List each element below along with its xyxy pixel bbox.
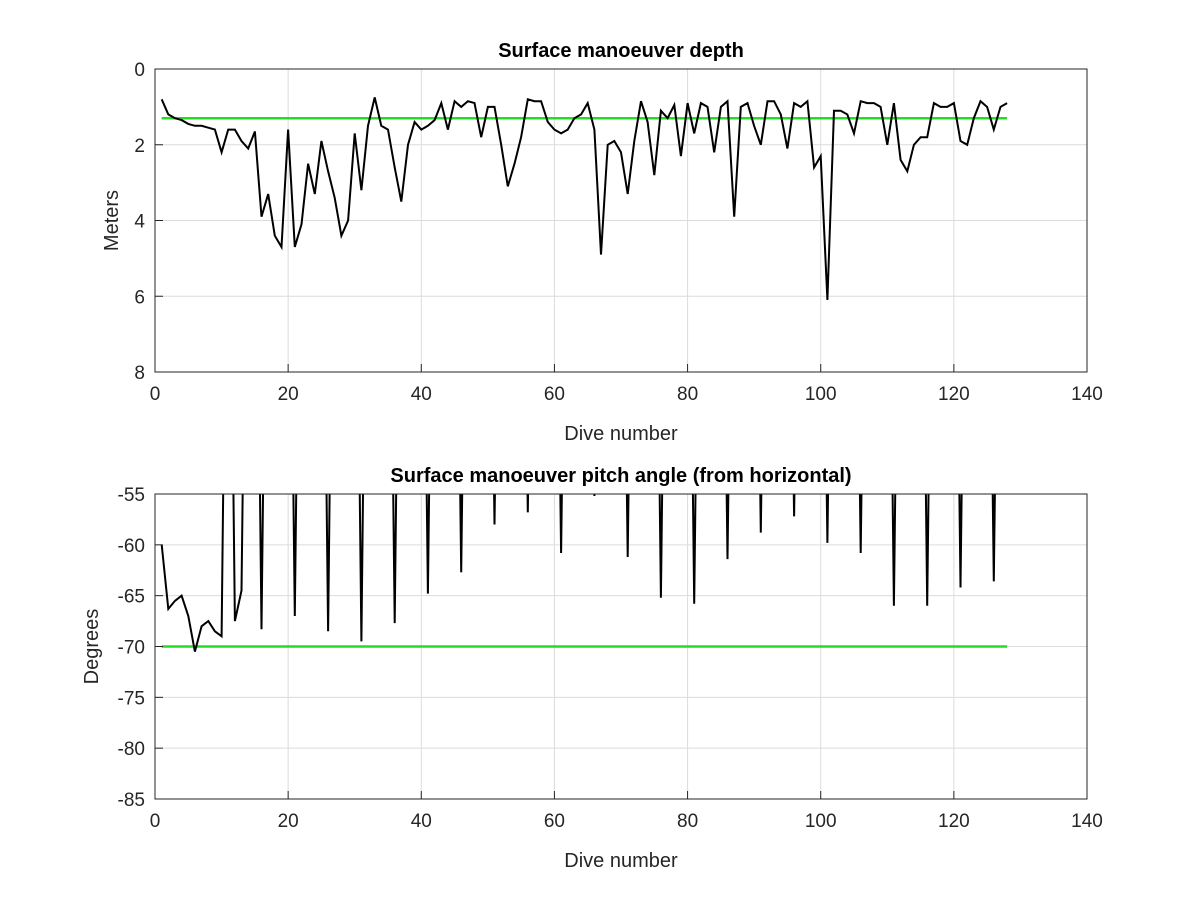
depth-y-tick-label: 8	[134, 363, 145, 384]
depth-x-tick-label: 140	[1071, 384, 1103, 405]
pitch-x-tick-label: 140	[1071, 811, 1103, 832]
depth-x-tick-label: 100	[805, 384, 837, 405]
depth-y-axis-label: Meters	[101, 190, 123, 251]
pitch-x-tick-label: 20	[278, 811, 299, 832]
pitch-y-tick-label: -80	[118, 739, 145, 760]
depth-y-tick-label: 4	[134, 212, 145, 233]
depth-series	[160, 97, 1008, 301]
depth-chart-title: Surface manoeuver depth	[498, 40, 744, 62]
pitch-x-tick-label: 80	[677, 811, 698, 832]
depth-y-tick-label: 6	[134, 287, 145, 308]
depth-x-tick-label: 0	[150, 384, 161, 405]
depth-y-tick-label: 0	[134, 60, 145, 81]
pitch-y-tick-label: -70	[118, 638, 145, 659]
pitch-x-tick-label: 120	[938, 811, 970, 832]
depth-axes: 0 20 40 60 80 100 120 140 0 2 4 6 8 Surface manoeuve…	[101, 40, 1103, 445]
depth-x-axis-label: Dive number	[564, 423, 678, 445]
pitch-y-tick-label: -65	[118, 587, 145, 608]
pitch-y-tick-label: -55	[118, 485, 145, 506]
depth-x-tick-label: 40	[411, 384, 432, 405]
depth-x-tick-label: 120	[938, 384, 970, 405]
pitch-x-tick-label: 40	[411, 811, 432, 832]
depth-grid	[154, 68, 1088, 373]
pitch-x-tick-label: 0	[150, 811, 161, 832]
pitch-chart-title: Surface manoeuver pitch angle (from hori…	[390, 465, 851, 487]
pitch-axes: 0 20 40 60 80 100 120 140-55-60-65-70-75-80-85 …	[81, 465, 1103, 872]
depth-ticks: 0 20 40 60 80 100 120 140 0 2 4 6 8	[134, 60, 1102, 405]
pitch-x-tick-label: 100	[805, 811, 837, 832]
depth-x-tick-label: 20	[278, 384, 299, 405]
depth-x-tick-label: 60	[544, 384, 565, 405]
pitch-y-tick-label: -75	[118, 688, 145, 709]
pitch-y-axis-label: Degrees	[81, 609, 103, 685]
pitch-x-axis-label: Dive number	[564, 850, 678, 872]
pitch-x-tick-label: 60	[544, 811, 565, 832]
pitch-y-tick-label: -60	[118, 536, 145, 557]
depth-x-tick-label: 80	[677, 384, 698, 405]
pitch-ticks: 0 20 40 60 80 100 120 140 -55 -60 -65 -70 -75 -80 -85	[118, 485, 1103, 832]
pitch-y-tick-label: -85	[118, 790, 145, 811]
depth-y-tick-label: 2	[134, 136, 145, 157]
depth-series-line	[160, 97, 1008, 301]
